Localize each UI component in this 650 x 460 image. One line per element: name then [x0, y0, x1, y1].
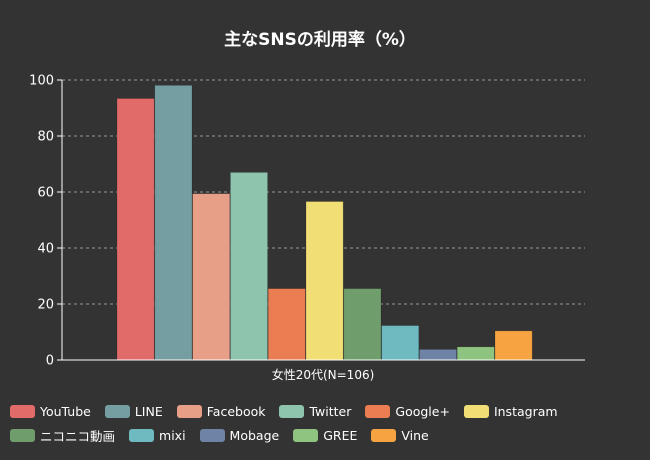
legend-swatch [10, 404, 35, 418]
legend-swatch [129, 428, 155, 442]
category-label: 女性20代(N=106) [272, 367, 375, 382]
legend-item[interactable]: GREE [293, 427, 357, 443]
legend-label: Twitter [309, 403, 352, 419]
legend-item[interactable]: ニコニコ動画 [10, 427, 116, 444]
legend-item[interactable]: mixi [129, 427, 186, 443]
legend-item[interactable]: Instagram [463, 403, 558, 419]
y-tick-label: 0 [46, 354, 54, 369]
legend-item[interactable]: YouTube [10, 403, 91, 419]
legend-swatch [176, 404, 202, 418]
legend-item[interactable]: Facebook [176, 403, 266, 419]
y-tick-label: 40 [37, 242, 54, 257]
legend-label: Google+ [395, 403, 450, 419]
bar-instagram[interactable] [305, 201, 344, 361]
bar-[interactable] [343, 288, 382, 361]
bars [116, 85, 533, 361]
chart-title: 主なSNSの利用率（%） [224, 29, 416, 50]
bar-facebook[interactable] [192, 193, 231, 361]
legend-label: GREE [323, 427, 358, 443]
legend-label: Facebook [206, 403, 266, 419]
legend-item[interactable]: Twitter [279, 403, 351, 419]
y-tick-label: 80 [37, 130, 54, 145]
y-tick-label: 20 [37, 298, 54, 313]
legend-swatch [199, 428, 225, 442]
legend-swatch [293, 428, 319, 442]
legend-label: mixi [159, 427, 186, 443]
bar-mixi[interactable] [381, 325, 420, 361]
legend-item[interactable]: Google+ [365, 403, 450, 419]
bar-mobage[interactable] [419, 349, 457, 361]
legend-swatch [463, 404, 489, 418]
legend-label: YouTube [40, 403, 91, 419]
y-tick-label: 100 [29, 74, 54, 89]
bar-line[interactable] [154, 85, 193, 361]
legend-label: Mobage [229, 427, 280, 443]
bar-chart-plot: 主なSNSの利用率（%） 0 20 40 60 80 100 女性20代(N=106) [29, 29, 585, 382]
bar-gree[interactable] [456, 346, 495, 361]
legend-item[interactable]: Vine [371, 427, 429, 443]
legend-swatch [104, 404, 130, 418]
legend-item[interactable]: LINE [104, 403, 163, 419]
legend-label: LINE [134, 403, 163, 419]
y-axis: 0 20 40 60 80 100 [29, 74, 62, 369]
bar-vine[interactable] [494, 330, 533, 361]
bar-youtube[interactable] [116, 98, 155, 361]
bar-google[interactable] [267, 288, 306, 361]
y-tick-label: 60 [37, 186, 54, 201]
legend-item[interactable]: Mobage [199, 427, 280, 443]
legend-label: Vine [401, 427, 429, 443]
legend-swatch [365, 404, 391, 418]
legend-swatch [371, 428, 397, 442]
legend-label: ニコニコ動画 [40, 428, 116, 444]
bar-twitter[interactable] [230, 172, 268, 361]
legend: YouTube LINE Facebook Twitter Google+ Instagr… [10, 403, 645, 444]
legend-swatch [10, 428, 35, 442]
legend-swatch [279, 404, 305, 418]
legend-label: Instagram [493, 403, 558, 419]
